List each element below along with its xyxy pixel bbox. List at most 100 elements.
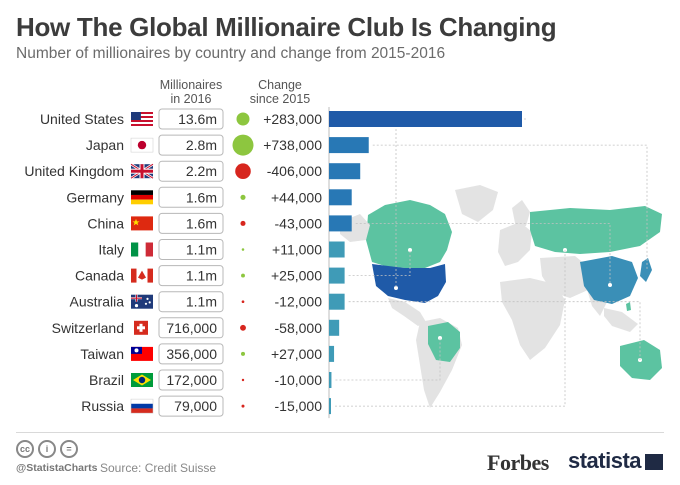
header-change-line2: since 2015 <box>249 92 311 106</box>
value-box-japan <box>158 134 224 156</box>
change-label-germany: +44,000 <box>271 189 322 205</box>
country-label-italy: Italy <box>98 242 124 258</box>
country-label-switzerland: Switzerland <box>52 320 124 336</box>
value-box-switzerland <box>158 317 224 339</box>
change-label-china: -43,000 <box>275 215 323 231</box>
bar-switzerland <box>329 319 340 336</box>
value-box-united-states <box>158 108 224 130</box>
connector-line-canada <box>348 250 411 276</box>
country-label-russia: Russia <box>81 398 124 414</box>
header-change-line1: Change <box>258 78 302 92</box>
canada-flag-icon <box>131 268 153 283</box>
taiwan-flag-icon <box>131 346 153 361</box>
change-label-russia: -15,000 <box>275 398 323 414</box>
map-canada <box>366 200 452 268</box>
change-label-canada: +25,000 <box>271 268 322 284</box>
map-greenland <box>455 185 498 222</box>
map-middle-east <box>540 256 592 298</box>
change-bubble-italy <box>241 248 245 251</box>
connector-line-australia <box>348 301 641 360</box>
bar-taiwan <box>329 345 335 362</box>
value-label-canada: 1.1m <box>186 268 217 284</box>
country-label-brazil: Brazil <box>89 372 124 388</box>
bar-brazil <box>329 372 332 388</box>
map-europe <box>498 222 532 266</box>
switzerland-flag-icon <box>134 320 148 335</box>
connector-line-japan <box>372 144 648 270</box>
bar-australia <box>329 293 345 310</box>
italy-flag-icon <box>131 242 153 257</box>
change-bubble-japan <box>232 134 254 156</box>
map-marker-brazil <box>438 336 442 340</box>
value-label-brazil: 172,000 <box>166 372 217 388</box>
map-brazil <box>428 322 460 362</box>
chart-rows: United States 13.6m +283,000 Japan 2.8m +738,… <box>24 107 522 419</box>
change-label-united-kingdom: -406,000 <box>267 163 322 179</box>
change-bubble-canada <box>241 273 245 278</box>
germany-flag-icon <box>131 190 153 205</box>
change-label-brazil: -10,000 <box>275 372 323 388</box>
value-box-germany <box>158 186 224 208</box>
value-label-japan: 2.8m <box>186 137 217 153</box>
value-box-canada <box>158 265 224 287</box>
value-box-taiwan <box>158 343 224 365</box>
chart-title: How The Global Millionaire Club Is Chang… <box>16 12 557 42</box>
bar-united-kingdom <box>329 163 361 180</box>
value-box-brazil <box>158 369 224 391</box>
source-note: Source: Credit Suisse <box>100 461 217 475</box>
no-derivatives-icon: = <box>60 440 78 458</box>
value-label-australia: 1.1m <box>186 294 217 310</box>
bar-japan <box>329 137 369 154</box>
world-map <box>340 185 662 408</box>
header-change: Change since 2015 <box>240 78 320 106</box>
map-scandinavia <box>512 200 530 228</box>
value-label-taiwan: 356,000 <box>166 346 217 362</box>
map-marker-china <box>608 283 612 287</box>
map-russia <box>530 206 662 254</box>
map-usa <box>372 264 446 303</box>
value-label-italy: 1.1m <box>186 242 217 258</box>
map-marker-canada <box>408 248 412 252</box>
country-label-germany: Germany <box>66 189 124 205</box>
map-marker-russia <box>563 248 567 252</box>
country-label-australia: Australia <box>70 294 125 310</box>
value-box-italy <box>158 239 224 260</box>
header-millionaires-line2: in 2016 <box>170 92 212 106</box>
map-mexico <box>388 298 426 326</box>
country-label-united-states: United States <box>40 111 124 127</box>
change-label-taiwan: +27,000 <box>271 346 322 362</box>
statista-logo: statista <box>568 448 642 473</box>
connector-line-china <box>355 223 611 285</box>
map-se-asia <box>604 308 638 332</box>
australia-flag-icon <box>131 294 153 309</box>
country-label-united-kingdom: United Kingdom <box>24 163 124 179</box>
change-label-italy: +11,000 <box>272 242 322 258</box>
bar-china <box>329 215 352 232</box>
header-millionaires: Millionaires in 2016 <box>150 78 232 106</box>
country-label-china: China <box>87 215 124 231</box>
russia-flag-icon <box>130 398 154 414</box>
value-label-switzerland: 716,000 <box>166 320 217 336</box>
forbes-logo: Forbes <box>487 450 549 475</box>
connector-line-brazil <box>335 338 441 381</box>
cc-icon: cc <box>16 440 34 458</box>
value-label-united-states: 13.6m <box>178 111 217 127</box>
change-bubble-taiwan <box>240 351 246 356</box>
map-africa <box>500 278 565 360</box>
bar-russia <box>329 398 331 415</box>
map-taiwan <box>626 302 631 311</box>
change-label-united-states: +283,000 <box>263 111 322 127</box>
country-label-canada: Canada <box>75 268 124 284</box>
value-label-united-kingdom: 2.2m <box>186 163 217 179</box>
change-label-switzerland: -58,000 <box>275 320 323 336</box>
value-box-china <box>158 212 224 234</box>
statista-handle: @StatistaCharts <box>16 462 98 474</box>
japan-flag-icon <box>130 137 154 153</box>
footer-divider <box>16 432 664 433</box>
connector-line-russia <box>335 250 566 407</box>
value-label-russia: 79,000 <box>174 398 217 414</box>
map-china <box>580 256 638 304</box>
value-box-russia <box>158 395 224 417</box>
change-bubble-china <box>240 220 246 226</box>
